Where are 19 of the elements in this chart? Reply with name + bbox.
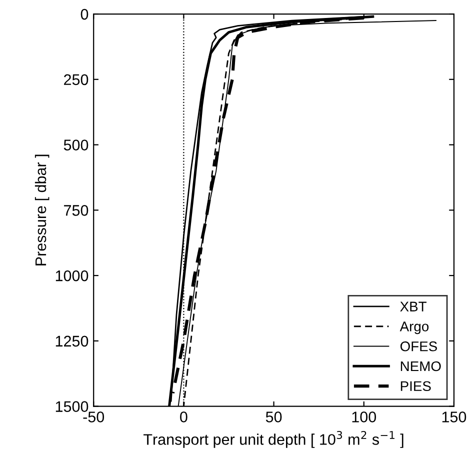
- y-tick-label: 250: [64, 74, 88, 86]
- x-axis-title: Transport per unit depth [ 10$^{3}$ m$^{2}$ s$^{−1}$ ]: [144, 430, 404, 448]
- y-tick-label: 1250: [56, 336, 88, 347]
- legend-label: PIES: [400, 381, 431, 392]
- y-axis-title: Pressure [ dbar ]: [34, 154, 50, 266]
- y-tick-label: 750: [64, 205, 88, 216]
- x-tick-label: 150: [442, 412, 466, 422]
- y-tick-label: 1500: [56, 401, 88, 412]
- legend-label: NEMO: [400, 361, 441, 372]
- x-tick-label: 100: [352, 412, 376, 422]
- x-tick-label: 50: [266, 412, 282, 422]
- x-tick-label: -50: [83, 412, 104, 422]
- legend-label: XBT: [400, 302, 426, 312]
- legend-label: Argo: [400, 322, 429, 334]
- y-tick-label: 1000: [56, 270, 88, 282]
- x-tick-label: 0: [180, 412, 188, 422]
- y-tick-label: 500: [64, 140, 88, 150]
- legend-label: OFES: [400, 341, 437, 352]
- y-tick-label: 0: [80, 8, 88, 20]
